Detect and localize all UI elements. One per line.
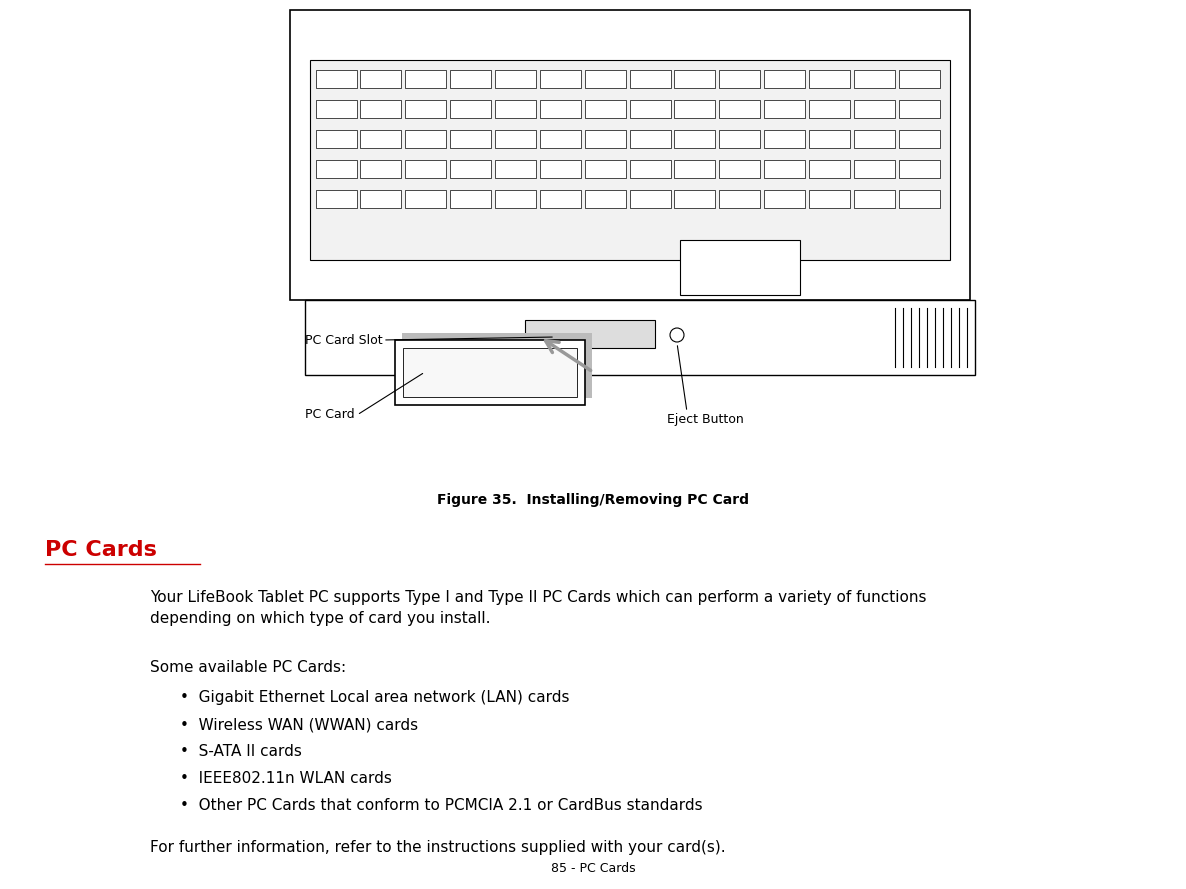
FancyArrowPatch shape: [546, 340, 591, 371]
Bar: [630, 130, 671, 148]
Bar: [719, 160, 760, 178]
Text: Some available PC Cards:: Some available PC Cards:: [149, 660, 346, 675]
Text: •  IEEE802.11n WLAN cards: • IEEE802.11n WLAN cards: [180, 771, 391, 786]
Bar: [899, 160, 940, 178]
Bar: [361, 130, 401, 148]
Bar: [585, 70, 626, 88]
Text: For further information, refer to the instructions supplied with your card(s).: For further information, refer to the in…: [149, 840, 726, 855]
Bar: [674, 130, 715, 148]
Bar: [719, 100, 760, 118]
Text: •  Other PC Cards that conform to PCMCIA 2.1 or CardBus standards: • Other PC Cards that conform to PCMCIA …: [180, 798, 702, 813]
Bar: [899, 100, 940, 118]
Bar: [404, 100, 446, 118]
Bar: [404, 190, 446, 208]
Bar: [809, 100, 850, 118]
Bar: [315, 190, 357, 208]
Bar: [291, 10, 970, 300]
Bar: [854, 100, 895, 118]
Bar: [674, 70, 715, 88]
Bar: [404, 130, 446, 148]
Bar: [495, 160, 536, 178]
Bar: [630, 160, 671, 178]
Bar: [540, 130, 581, 148]
Bar: [585, 130, 626, 148]
Bar: [361, 190, 401, 208]
Bar: [630, 70, 671, 88]
Bar: [310, 60, 950, 260]
Bar: [764, 100, 805, 118]
Bar: [585, 160, 626, 178]
Text: Your LifeBook Tablet PC supports Type I and Type II PC Cards which can perform a: Your LifeBook Tablet PC supports Type I …: [149, 590, 926, 626]
Bar: [764, 130, 805, 148]
Text: •  S-ATA II cards: • S-ATA II cards: [180, 744, 302, 759]
Text: PC Cards: PC Cards: [45, 540, 157, 560]
Bar: [315, 100, 357, 118]
Bar: [495, 190, 536, 208]
Bar: [404, 160, 446, 178]
Bar: [402, 333, 592, 398]
Bar: [630, 190, 671, 208]
Bar: [525, 320, 655, 348]
Bar: [674, 160, 715, 178]
Bar: [899, 70, 940, 88]
Bar: [361, 160, 401, 178]
Bar: [899, 130, 940, 148]
Bar: [449, 190, 491, 208]
Bar: [854, 70, 895, 88]
Bar: [764, 160, 805, 178]
Bar: [809, 70, 850, 88]
Bar: [809, 190, 850, 208]
Bar: [361, 100, 401, 118]
Bar: [449, 160, 491, 178]
Bar: [361, 70, 401, 88]
Bar: [809, 130, 850, 148]
Bar: [854, 160, 895, 178]
Bar: [540, 100, 581, 118]
Bar: [449, 100, 491, 118]
Bar: [630, 100, 671, 118]
Text: •  Gigabit Ethernet Local area network (LAN) cards: • Gigabit Ethernet Local area network (L…: [180, 690, 569, 705]
Bar: [315, 160, 357, 178]
Bar: [854, 190, 895, 208]
Bar: [764, 70, 805, 88]
Bar: [540, 160, 581, 178]
Bar: [495, 130, 536, 148]
Bar: [403, 348, 578, 397]
Text: Figure 35.  Installing/Removing PC Card: Figure 35. Installing/Removing PC Card: [436, 493, 750, 507]
Bar: [315, 130, 357, 148]
Bar: [809, 160, 850, 178]
Bar: [495, 100, 536, 118]
Text: 85 - PC Cards: 85 - PC Cards: [550, 861, 636, 875]
Text: Eject Button: Eject Button: [667, 413, 744, 427]
Bar: [395, 340, 585, 405]
Bar: [585, 100, 626, 118]
Bar: [719, 190, 760, 208]
Text: PC Card Slot: PC Card Slot: [305, 333, 383, 347]
Text: PC Card: PC Card: [305, 409, 355, 421]
Bar: [899, 190, 940, 208]
Bar: [854, 130, 895, 148]
Bar: [719, 70, 760, 88]
Bar: [674, 100, 715, 118]
Bar: [719, 130, 760, 148]
Text: •  Wireless WAN (WWAN) cards: • Wireless WAN (WWAN) cards: [180, 717, 419, 732]
Bar: [449, 130, 491, 148]
Bar: [404, 70, 446, 88]
Bar: [449, 70, 491, 88]
Bar: [540, 190, 581, 208]
Bar: [680, 240, 801, 295]
Bar: [674, 190, 715, 208]
Bar: [540, 70, 581, 88]
Bar: [305, 300, 975, 375]
Bar: [585, 190, 626, 208]
Bar: [495, 70, 536, 88]
Bar: [315, 70, 357, 88]
Bar: [764, 190, 805, 208]
